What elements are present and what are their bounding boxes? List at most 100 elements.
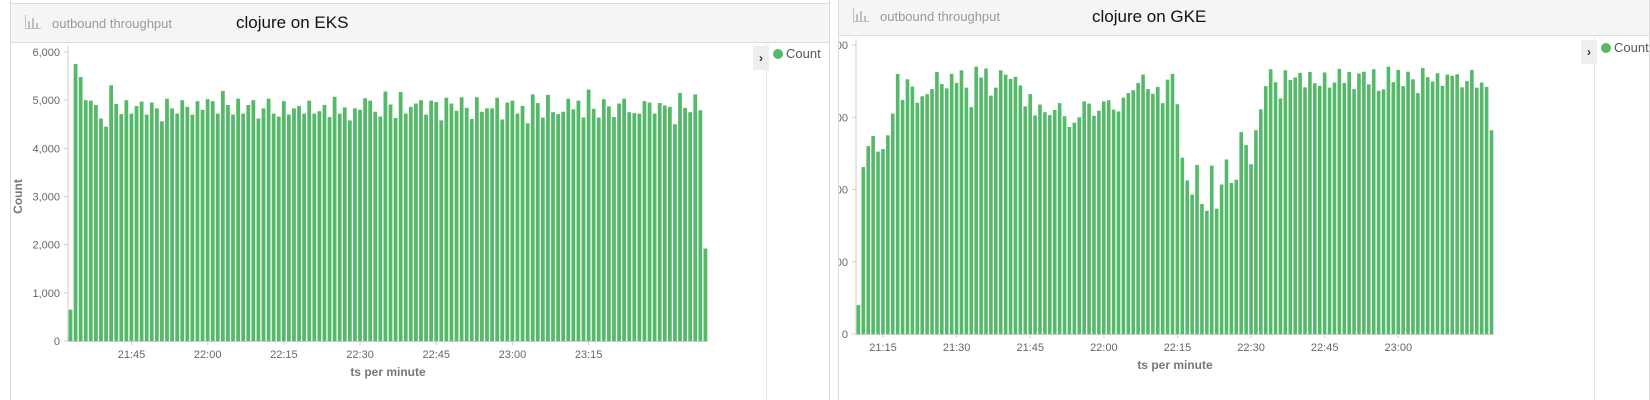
bar[interactable] [1278, 98, 1283, 334]
bar[interactable] [261, 108, 266, 341]
bar[interactable] [1052, 110, 1057, 334]
bar[interactable] [444, 97, 449, 341]
bar[interactable] [1003, 74, 1008, 335]
bar[interactable] [1072, 122, 1077, 334]
bar[interactable] [292, 108, 296, 341]
bar[interactable] [1219, 184, 1224, 334]
bar[interactable] [920, 96, 925, 334]
bar[interactable] [1106, 100, 1111, 335]
bar[interactable] [454, 110, 459, 341]
bar[interactable] [505, 102, 510, 341]
bar[interactable] [307, 100, 312, 342]
bar[interactable] [1435, 73, 1440, 335]
bar[interactable] [1263, 86, 1268, 335]
bar[interactable] [1033, 115, 1037, 334]
bar[interactable] [449, 103, 454, 341]
bar[interactable] [935, 72, 939, 334]
bar[interactable] [678, 92, 682, 341]
bar[interactable] [358, 109, 362, 341]
bar[interactable] [969, 107, 974, 334]
bar[interactable] [949, 73, 954, 335]
bar[interactable] [525, 123, 530, 341]
bar[interactable] [1484, 86, 1489, 334]
bar[interactable] [886, 135, 890, 334]
bar[interactable] [1288, 80, 1293, 334]
bar[interactable] [667, 106, 672, 341]
bar[interactable] [1170, 73, 1175, 335]
bar[interactable] [510, 100, 515, 342]
bar[interactable] [683, 107, 687, 342]
bar[interactable] [1273, 82, 1278, 335]
bar[interactable] [693, 94, 698, 341]
bar[interactable] [910, 86, 915, 334]
bar[interactable] [1131, 90, 1136, 334]
bar[interactable] [1371, 69, 1376, 334]
bar[interactable] [1450, 75, 1455, 335]
bar[interactable] [1401, 86, 1405, 335]
bar[interactable] [94, 104, 98, 341]
bar[interactable] [944, 88, 949, 334]
bar[interactable] [688, 112, 693, 342]
bar[interactable] [551, 112, 555, 342]
bar[interactable] [1391, 82, 1396, 335]
bar[interactable] [515, 113, 520, 342]
bar[interactable] [994, 87, 998, 334]
bar[interactable] [1239, 132, 1244, 334]
bar[interactable] [363, 98, 367, 342]
bar[interactable] [99, 118, 103, 341]
bar[interactable] [581, 117, 586, 341]
bar[interactable] [281, 101, 286, 341]
bar[interactable] [464, 107, 469, 342]
bar[interactable] [490, 108, 494, 341]
bar[interactable] [940, 84, 944, 335]
bar[interactable] [312, 113, 317, 342]
bar[interactable] [530, 94, 535, 341]
bar[interactable] [1180, 157, 1185, 334]
bar[interactable] [998, 70, 1003, 334]
bar[interactable] [1155, 86, 1160, 334]
bar[interactable] [627, 112, 632, 342]
bar[interactable] [495, 97, 500, 341]
bar[interactable] [698, 110, 703, 341]
bar[interactable] [185, 106, 190, 341]
bar[interactable] [1008, 78, 1013, 335]
bar[interactable] [383, 91, 388, 342]
bar[interactable] [439, 120, 444, 342]
bar[interactable] [1200, 203, 1204, 334]
bar[interactable] [1244, 145, 1248, 334]
bar[interactable] [520, 105, 525, 341]
bar[interactable] [170, 108, 174, 341]
bar[interactable] [195, 101, 200, 341]
bar[interactable] [673, 124, 677, 341]
bar[interactable] [1146, 89, 1150, 334]
bar[interactable] [900, 99, 905, 334]
bar[interactable] [1175, 104, 1180, 335]
bar[interactable] [1386, 66, 1391, 335]
bar[interactable] [180, 100, 185, 341]
bar[interactable] [1293, 77, 1297, 334]
bar[interactable] [459, 97, 464, 341]
bar[interactable] [1367, 84, 1371, 334]
bar[interactable] [337, 113, 342, 342]
bar[interactable] [601, 99, 606, 341]
bar[interactable] [612, 117, 616, 341]
bar[interactable] [104, 126, 108, 341]
bar[interactable] [149, 102, 154, 341]
bar[interactable] [1303, 87, 1307, 335]
bar[interactable] [73, 64, 78, 341]
bar[interactable] [1283, 70, 1288, 334]
bar[interactable] [1209, 165, 1214, 334]
bar[interactable] [1028, 94, 1032, 334]
bar[interactable] [342, 107, 347, 341]
bar[interactable] [1259, 109, 1263, 334]
bar[interactable] [556, 114, 560, 341]
bar[interactable] [930, 89, 934, 334]
bar[interactable] [266, 98, 271, 341]
bar[interactable] [200, 109, 205, 341]
bar[interactable] [1342, 82, 1347, 335]
bar[interactable] [576, 100, 581, 342]
bar[interactable] [662, 105, 667, 341]
bar[interactable] [1465, 81, 1469, 335]
bar[interactable] [424, 114, 428, 342]
bar[interactable] [642, 101, 647, 341]
